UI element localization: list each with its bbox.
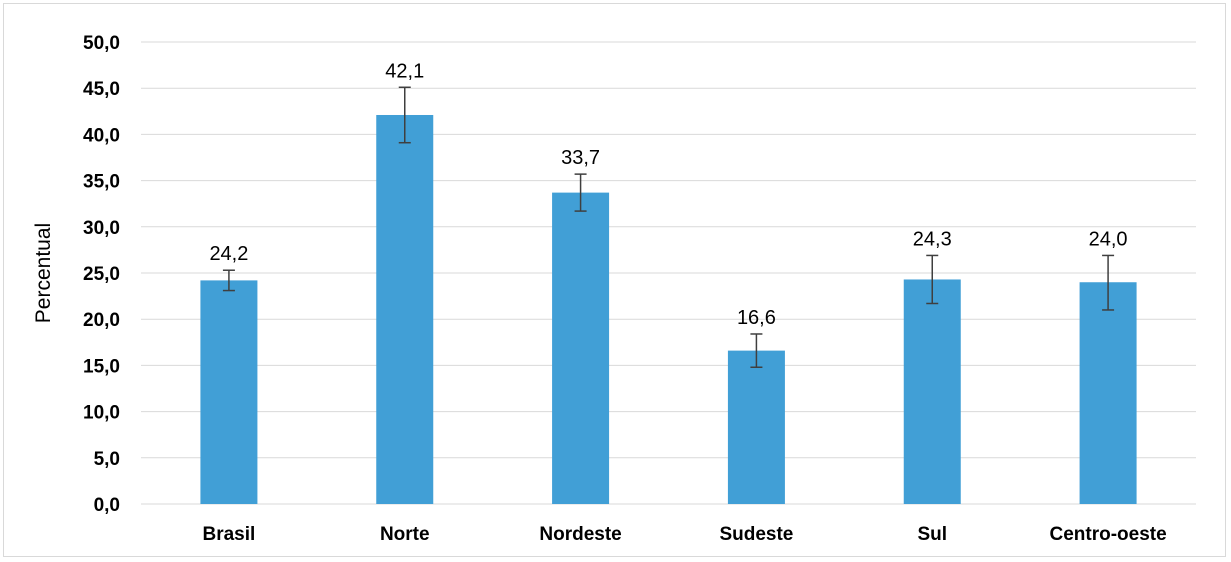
y-tick-label: 40,0: [83, 125, 120, 146]
error-bar: [750, 333, 763, 368]
error-bar: [398, 86, 411, 144]
x-tick-label: Brasil: [203, 524, 256, 545]
error-bars: [222, 86, 1115, 368]
error-bar: [222, 269, 235, 292]
y-tick-label: 20,0: [83, 310, 120, 331]
bar: [200, 280, 258, 504]
y-axis-ticks: 0,0 5,0 10,0 15,0 20,0 25,0 30,0 35,0 40,0 45,0 50…: [83, 33, 120, 516]
x-tick-label: Norte: [380, 524, 430, 545]
bar: [903, 279, 961, 504]
bars: [200, 114, 1137, 504]
data-label: 42,1: [385, 60, 424, 82]
x-tick-label: Sul: [917, 524, 947, 545]
y-tick-label: 30,0: [83, 218, 120, 239]
y-tick-label: 45,0: [83, 79, 120, 100]
data-label: 24,2: [209, 243, 248, 265]
bar: [727, 350, 785, 504]
y-tick-label: 0,0: [94, 495, 120, 516]
y-tick-label: 50,0: [83, 33, 120, 54]
data-labels: 24,2 42,1 33,7 16,6 24,3 24,0: [209, 60, 1127, 329]
data-label: 33,7: [561, 147, 600, 169]
error-bar: [1102, 254, 1115, 311]
y-tick-label: 15,0: [83, 356, 120, 377]
y-tick-label: 35,0: [83, 172, 120, 193]
x-axis-ticks: Brasil Norte Nordeste Sudeste Sul Centro-oest…: [203, 524, 1167, 545]
data-label: 16,6: [737, 307, 776, 329]
x-tick-label: Centro-oeste: [1049, 524, 1166, 545]
bar: [1079, 282, 1137, 504]
data-label: 24,3: [913, 228, 952, 250]
error-bar: [574, 173, 587, 212]
grid-lines: [141, 41, 1196, 505]
data-label: 24,0: [1089, 228, 1128, 250]
x-tick-label: Sudeste: [719, 524, 793, 545]
y-axis-label: Percentual: [32, 223, 55, 323]
y-tick-label: 10,0: [83, 403, 120, 424]
bar: [376, 114, 434, 504]
y-tick-label: 25,0: [83, 264, 120, 285]
bar: [552, 192, 610, 504]
y-tick-label: 5,0: [94, 449, 120, 470]
x-tick-label: Nordeste: [539, 524, 621, 545]
error-bar: [926, 254, 939, 305]
